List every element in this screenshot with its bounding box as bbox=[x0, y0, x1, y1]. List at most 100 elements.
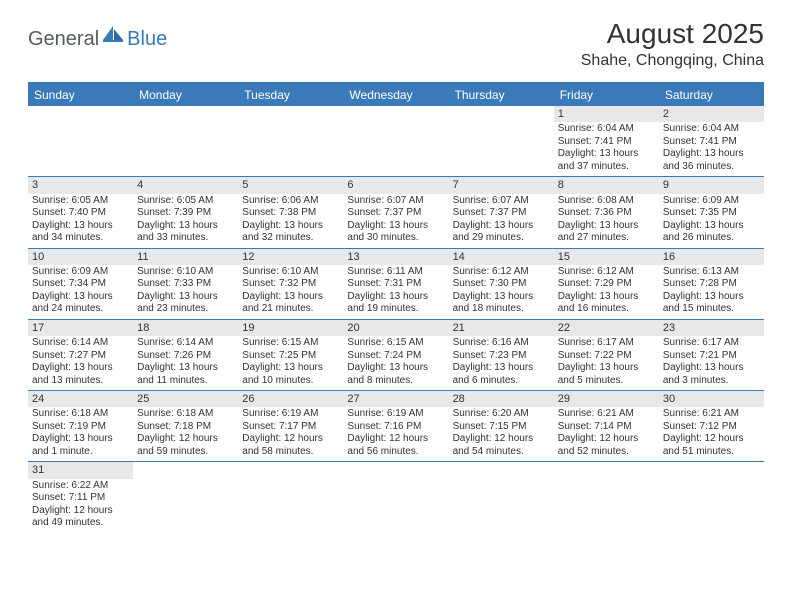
day-cell: 25Sunrise: 6:18 AMSunset: 7:18 PMDayligh… bbox=[133, 391, 238, 461]
day-cell bbox=[449, 106, 554, 176]
day-cell bbox=[28, 106, 133, 176]
day-line: Sunrise: 6:13 AM bbox=[663, 266, 760, 279]
day-line: Sunset: 7:16 PM bbox=[347, 421, 444, 434]
day-line: Sunrise: 6:10 AM bbox=[242, 266, 339, 279]
day-line: Sunrise: 6:19 AM bbox=[242, 408, 339, 421]
day-line: Sunrise: 6:04 AM bbox=[558, 123, 655, 136]
day-line: Sunset: 7:21 PM bbox=[663, 350, 760, 363]
day-cell: 13Sunrise: 6:11 AMSunset: 7:31 PMDayligh… bbox=[343, 249, 448, 319]
day-line: and 5 minutes. bbox=[558, 375, 655, 388]
day-body: Sunrise: 6:07 AMSunset: 7:37 PMDaylight:… bbox=[343, 194, 448, 248]
day-line: Sunset: 7:40 PM bbox=[32, 207, 129, 220]
day-body: Sunrise: 6:18 AMSunset: 7:18 PMDaylight:… bbox=[133, 407, 238, 461]
day-line: Daylight: 12 hours bbox=[453, 433, 550, 446]
day-number: 6 bbox=[343, 177, 448, 193]
page-header: General Blue August 2025 Shahe, Chongqin… bbox=[0, 0, 792, 76]
logo-sail-icon bbox=[103, 26, 125, 47]
day-cell: 28Sunrise: 6:20 AMSunset: 7:15 PMDayligh… bbox=[449, 391, 554, 461]
day-number: 8 bbox=[554, 177, 659, 193]
day-line: Sunrise: 6:05 AM bbox=[137, 195, 234, 208]
day-line: Sunrise: 6:06 AM bbox=[242, 195, 339, 208]
day-line: Daylight: 13 hours bbox=[347, 291, 444, 304]
day-line: and 19 minutes. bbox=[347, 303, 444, 316]
day-line: Sunset: 7:12 PM bbox=[663, 421, 760, 434]
day-number: 7 bbox=[449, 177, 554, 193]
day-line: Sunset: 7:41 PM bbox=[663, 136, 760, 149]
day-cell: 17Sunrise: 6:14 AMSunset: 7:27 PMDayligh… bbox=[28, 320, 133, 390]
day-line: Sunset: 7:29 PM bbox=[558, 278, 655, 291]
day-number: 28 bbox=[449, 391, 554, 407]
day-line: and 8 minutes. bbox=[347, 375, 444, 388]
day-line: Sunrise: 6:18 AM bbox=[137, 408, 234, 421]
day-line: Daylight: 12 hours bbox=[558, 433, 655, 446]
day-line: Sunrise: 6:17 AM bbox=[663, 337, 760, 350]
day-line: and 15 minutes. bbox=[663, 303, 760, 316]
day-number: 14 bbox=[449, 249, 554, 265]
day-line: Daylight: 13 hours bbox=[32, 291, 129, 304]
day-line: Sunset: 7:24 PM bbox=[347, 350, 444, 363]
day-line: Daylight: 12 hours bbox=[32, 505, 129, 518]
day-body: Sunrise: 6:05 AMSunset: 7:39 PMDaylight:… bbox=[133, 194, 238, 248]
day-line: and 33 minutes. bbox=[137, 232, 234, 245]
day-line: Daylight: 12 hours bbox=[347, 433, 444, 446]
day-line: and 24 minutes. bbox=[32, 303, 129, 316]
day-number: 24 bbox=[28, 391, 133, 407]
day-line: Sunrise: 6:09 AM bbox=[663, 195, 760, 208]
day-line: and 6 minutes. bbox=[453, 375, 550, 388]
day-cell: 31Sunrise: 6:22 AMSunset: 7:11 PMDayligh… bbox=[28, 462, 133, 532]
day-line: and 29 minutes. bbox=[453, 232, 550, 245]
day-cell: 6Sunrise: 6:07 AMSunset: 7:37 PMDaylight… bbox=[343, 177, 448, 247]
day-line: Daylight: 13 hours bbox=[347, 220, 444, 233]
day-number: 26 bbox=[238, 391, 343, 407]
day-line: Sunset: 7:34 PM bbox=[32, 278, 129, 291]
day-body: Sunrise: 6:07 AMSunset: 7:37 PMDaylight:… bbox=[449, 194, 554, 248]
day-line: Sunrise: 6:14 AM bbox=[137, 337, 234, 350]
day-line: Sunset: 7:27 PM bbox=[32, 350, 129, 363]
day-body: Sunrise: 6:09 AMSunset: 7:35 PMDaylight:… bbox=[659, 194, 764, 248]
day-line: and 32 minutes. bbox=[242, 232, 339, 245]
day-line: Sunrise: 6:19 AM bbox=[347, 408, 444, 421]
day-line: Sunrise: 6:16 AM bbox=[453, 337, 550, 350]
day-line: Sunset: 7:37 PM bbox=[453, 207, 550, 220]
day-body: Sunrise: 6:10 AMSunset: 7:32 PMDaylight:… bbox=[238, 265, 343, 319]
day-cell: 3Sunrise: 6:05 AMSunset: 7:40 PMDaylight… bbox=[28, 177, 133, 247]
day-cell: 27Sunrise: 6:19 AMSunset: 7:16 PMDayligh… bbox=[343, 391, 448, 461]
day-body: Sunrise: 6:13 AMSunset: 7:28 PMDaylight:… bbox=[659, 265, 764, 319]
logo: General Blue bbox=[28, 26, 167, 53]
weekday-header: Tuesday bbox=[238, 84, 343, 106]
day-number: 11 bbox=[133, 249, 238, 265]
day-line: Sunset: 7:35 PM bbox=[663, 207, 760, 220]
day-line: and 27 minutes. bbox=[558, 232, 655, 245]
day-cell: 23Sunrise: 6:17 AMSunset: 7:21 PMDayligh… bbox=[659, 320, 764, 390]
day-line: and 37 minutes. bbox=[558, 161, 655, 174]
day-line: and 3 minutes. bbox=[663, 375, 760, 388]
day-line: Daylight: 13 hours bbox=[453, 362, 550, 375]
day-number: 31 bbox=[28, 462, 133, 478]
day-cell: 15Sunrise: 6:12 AMSunset: 7:29 PMDayligh… bbox=[554, 249, 659, 319]
day-number: 15 bbox=[554, 249, 659, 265]
day-line: Sunset: 7:38 PM bbox=[242, 207, 339, 220]
day-body: Sunrise: 6:04 AMSunset: 7:41 PMDaylight:… bbox=[659, 122, 764, 176]
day-line: Daylight: 13 hours bbox=[663, 291, 760, 304]
day-cell: 5Sunrise: 6:06 AMSunset: 7:38 PMDaylight… bbox=[238, 177, 343, 247]
day-cell: 21Sunrise: 6:16 AMSunset: 7:23 PMDayligh… bbox=[449, 320, 554, 390]
day-cell bbox=[343, 106, 448, 176]
day-line: Sunset: 7:28 PM bbox=[663, 278, 760, 291]
day-line: Sunrise: 6:07 AM bbox=[347, 195, 444, 208]
day-number: 16 bbox=[659, 249, 764, 265]
day-line: Daylight: 13 hours bbox=[558, 148, 655, 161]
day-line: Sunset: 7:18 PM bbox=[137, 421, 234, 434]
day-cell bbox=[238, 462, 343, 532]
day-cell: 19Sunrise: 6:15 AMSunset: 7:25 PMDayligh… bbox=[238, 320, 343, 390]
day-line: Sunrise: 6:12 AM bbox=[558, 266, 655, 279]
day-line: Sunrise: 6:18 AM bbox=[32, 408, 129, 421]
day-number: 10 bbox=[28, 249, 133, 265]
day-line: and 26 minutes. bbox=[663, 232, 760, 245]
day-number: 13 bbox=[343, 249, 448, 265]
day-number: 5 bbox=[238, 177, 343, 193]
day-body: Sunrise: 6:09 AMSunset: 7:34 PMDaylight:… bbox=[28, 265, 133, 319]
day-body: Sunrise: 6:19 AMSunset: 7:16 PMDaylight:… bbox=[343, 407, 448, 461]
day-cell bbox=[133, 462, 238, 532]
day-line: Sunset: 7:36 PM bbox=[558, 207, 655, 220]
day-cell bbox=[238, 106, 343, 176]
